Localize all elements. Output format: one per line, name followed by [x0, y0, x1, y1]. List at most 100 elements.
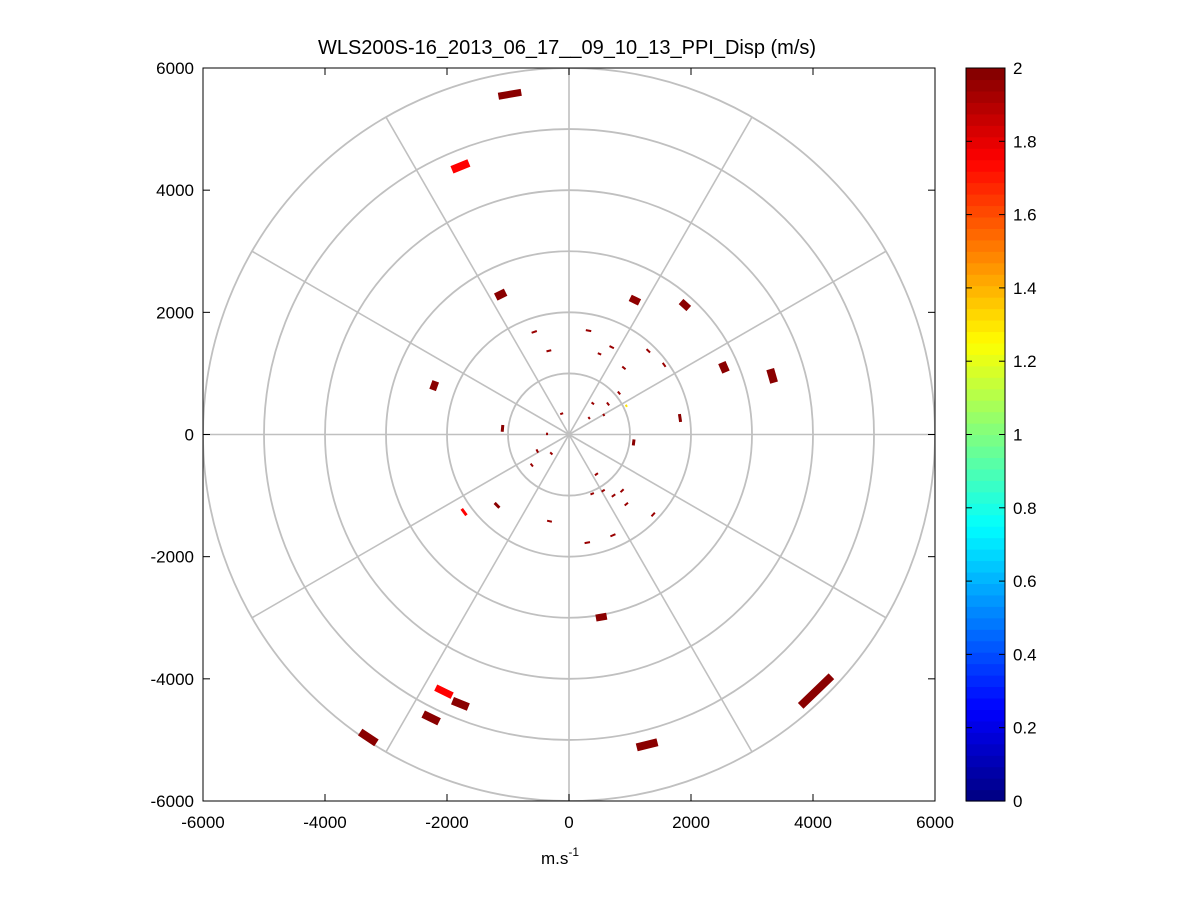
data-segment — [611, 493, 616, 498]
colorbar-band — [966, 262, 1005, 275]
y-tick-label: 6000 — [156, 59, 194, 78]
data-segment — [677, 413, 683, 423]
x-axis-label: m.s-1 — [541, 845, 579, 868]
colorbar-band — [966, 514, 1005, 527]
data-segment — [601, 488, 606, 493]
colorbar-band — [966, 663, 1005, 676]
colorbar-band — [966, 102, 1005, 115]
colorbar-band — [966, 480, 1005, 493]
data-segment — [460, 507, 468, 517]
colorbar-band — [966, 423, 1005, 436]
y-tick-label: 4000 — [156, 181, 194, 200]
colorbar-band — [966, 113, 1005, 126]
x-tick-label: -4000 — [303, 813, 346, 832]
colorbar-band — [966, 778, 1005, 791]
grid-spoke — [568, 433, 887, 619]
colorbar-band — [966, 686, 1005, 699]
colorbar-band — [966, 365, 1005, 378]
colorbar-band — [966, 171, 1005, 184]
plot-area: -6000 -4000 -2000 0 2000 4000 6000 6000 4000 200… — [151, 59, 954, 832]
colorbar-band — [966, 308, 1005, 321]
colorbar-band — [966, 274, 1005, 287]
data-segment — [797, 673, 835, 709]
data-segment — [531, 330, 538, 334]
grid-spoke — [251, 433, 570, 619]
x-tick-label: 0 — [564, 813, 573, 832]
colorbar-band — [966, 629, 1005, 642]
colorbar: 0 0.2 0.4 0.6 0.8 1 1.2 1.4 1.6 1.8 2 — [965, 59, 1037, 811]
chart-title: WLS200S-16_2013_06_17__09_10_13_PPI_Disp… — [318, 37, 816, 59]
data-segment — [624, 404, 628, 408]
colorbar-band — [966, 159, 1005, 172]
colorbar-band — [966, 182, 1005, 195]
data-segment — [590, 401, 595, 406]
colorbar-band — [966, 503, 1005, 516]
x-tick-label: 4000 — [794, 813, 832, 832]
x-axis-label-superscript: -1 — [568, 845, 579, 859]
data-segment — [546, 349, 552, 353]
colorbar-band — [966, 125, 1005, 138]
colorbar-band — [966, 617, 1005, 630]
colorbar-gradient — [966, 68, 1005, 802]
colorbar-tick-label: 1.6 — [1013, 206, 1037, 225]
data-segment — [661, 362, 667, 368]
data-segment — [587, 416, 591, 420]
data-segment — [678, 298, 692, 312]
data-segment — [631, 439, 636, 446]
colorbar-band — [966, 571, 1005, 584]
colorbar-band — [966, 193, 1005, 207]
data-segment — [766, 368, 778, 384]
x-tick-label: -6000 — [181, 813, 224, 832]
colorbar-band — [966, 297, 1005, 310]
colorbar-band — [966, 468, 1005, 481]
data-segment — [493, 288, 508, 301]
data-segment — [429, 380, 440, 392]
grid-spoke — [568, 434, 753, 753]
data-segment — [606, 401, 610, 407]
data-segment — [602, 413, 606, 417]
colorbar-band — [966, 411, 1005, 424]
data-segment — [584, 541, 591, 545]
data-segment — [500, 424, 505, 432]
colorbar-tick-label: 0 — [1013, 792, 1022, 811]
colorbar-ticks: 0 0.2 0.4 0.6 0.8 1 1.2 1.4 1.6 1.8 2 — [966, 59, 1037, 811]
data-segment — [645, 348, 651, 354]
grid-spoke — [251, 250, 570, 436]
colorbar-tick-label: 0.6 — [1013, 572, 1037, 591]
data-segment — [357, 728, 379, 747]
colorbar-band — [966, 228, 1005, 241]
data-segment — [635, 738, 659, 752]
colorbar-band — [966, 342, 1005, 355]
y-tick-label: -2000 — [151, 548, 194, 567]
colorbar-band — [966, 216, 1005, 229]
colorbar-band — [966, 136, 1005, 149]
colorbar-tick-label: 1.8 — [1013, 132, 1037, 151]
data-segment — [617, 390, 621, 396]
grid-spoke — [568, 250, 887, 436]
data-segments — [357, 88, 835, 752]
data-segment — [450, 159, 471, 174]
data-segment — [597, 352, 602, 356]
colorbar-band — [966, 79, 1005, 92]
colorbar-tick-label: 2 — [1013, 59, 1022, 78]
colorbar-band — [966, 388, 1005, 401]
data-segment — [621, 365, 627, 371]
colorbar-tick-label: 0.4 — [1013, 645, 1037, 664]
data-segment — [650, 512, 656, 517]
x-tick-label: 2000 — [672, 813, 710, 832]
y-tick-label: 2000 — [156, 303, 194, 322]
colorbar-band — [966, 68, 1005, 81]
data-segment — [718, 360, 730, 374]
colorbar-tick-label: 0.2 — [1013, 719, 1037, 738]
colorbar-band — [966, 148, 1005, 161]
colorbar-band — [966, 732, 1005, 745]
colorbar-band — [966, 789, 1005, 802]
colorbar-band — [966, 285, 1005, 298]
colorbar-band — [966, 434, 1005, 447]
colorbar-band — [966, 583, 1005, 596]
colorbar-band — [966, 445, 1005, 459]
colorbar-band — [966, 526, 1005, 539]
colorbar-band — [966, 400, 1005, 413]
data-segment — [535, 448, 540, 454]
